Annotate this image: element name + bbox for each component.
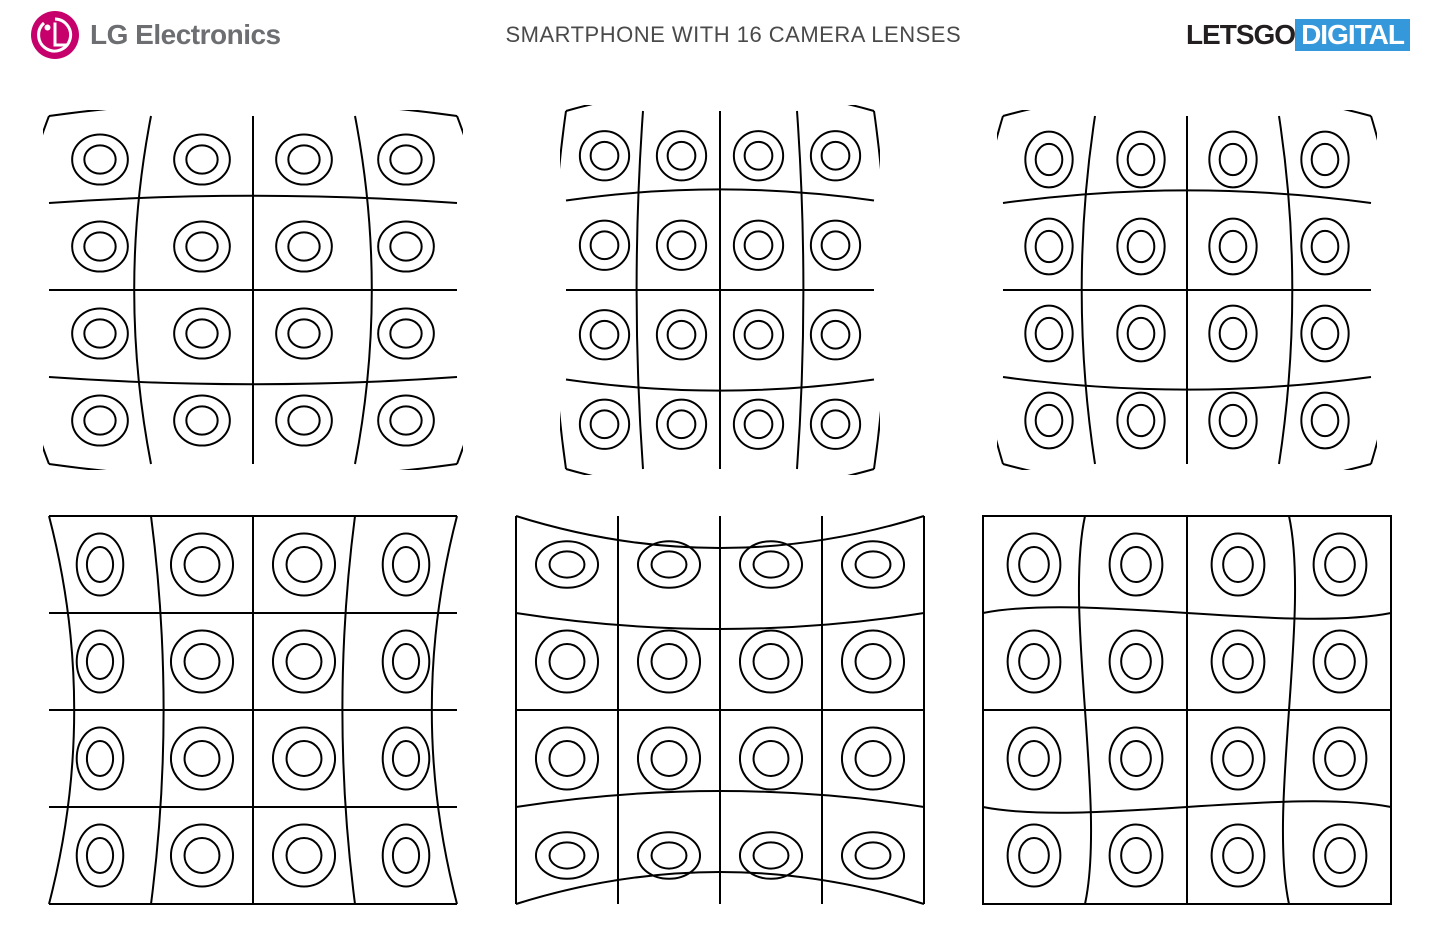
letsgo-logo: LETSGO DIGITAL xyxy=(1186,19,1410,51)
diagram-grid xyxy=(0,80,1440,940)
lg-logo-icon xyxy=(30,10,80,60)
letsgo-part2: DIGITAL xyxy=(1295,19,1410,51)
diagram-5 xyxy=(497,510,944,910)
page-title: SMARTPHONE WITH 16 CAMERA LENSES xyxy=(505,22,961,48)
lg-brand-text: LG Electronics xyxy=(90,19,281,51)
letsgo-part1: LETSGO xyxy=(1186,19,1295,51)
diagram-4 xyxy=(30,510,477,910)
diagram-3 xyxy=(963,90,1410,490)
diagram-6 xyxy=(963,510,1410,910)
header: LG Electronics SMARTPHONE WITH 16 CAMERA… xyxy=(0,0,1440,70)
lg-logo: LG Electronics xyxy=(30,10,281,60)
diagram-2 xyxy=(497,90,944,490)
diagram-1 xyxy=(30,90,477,490)
